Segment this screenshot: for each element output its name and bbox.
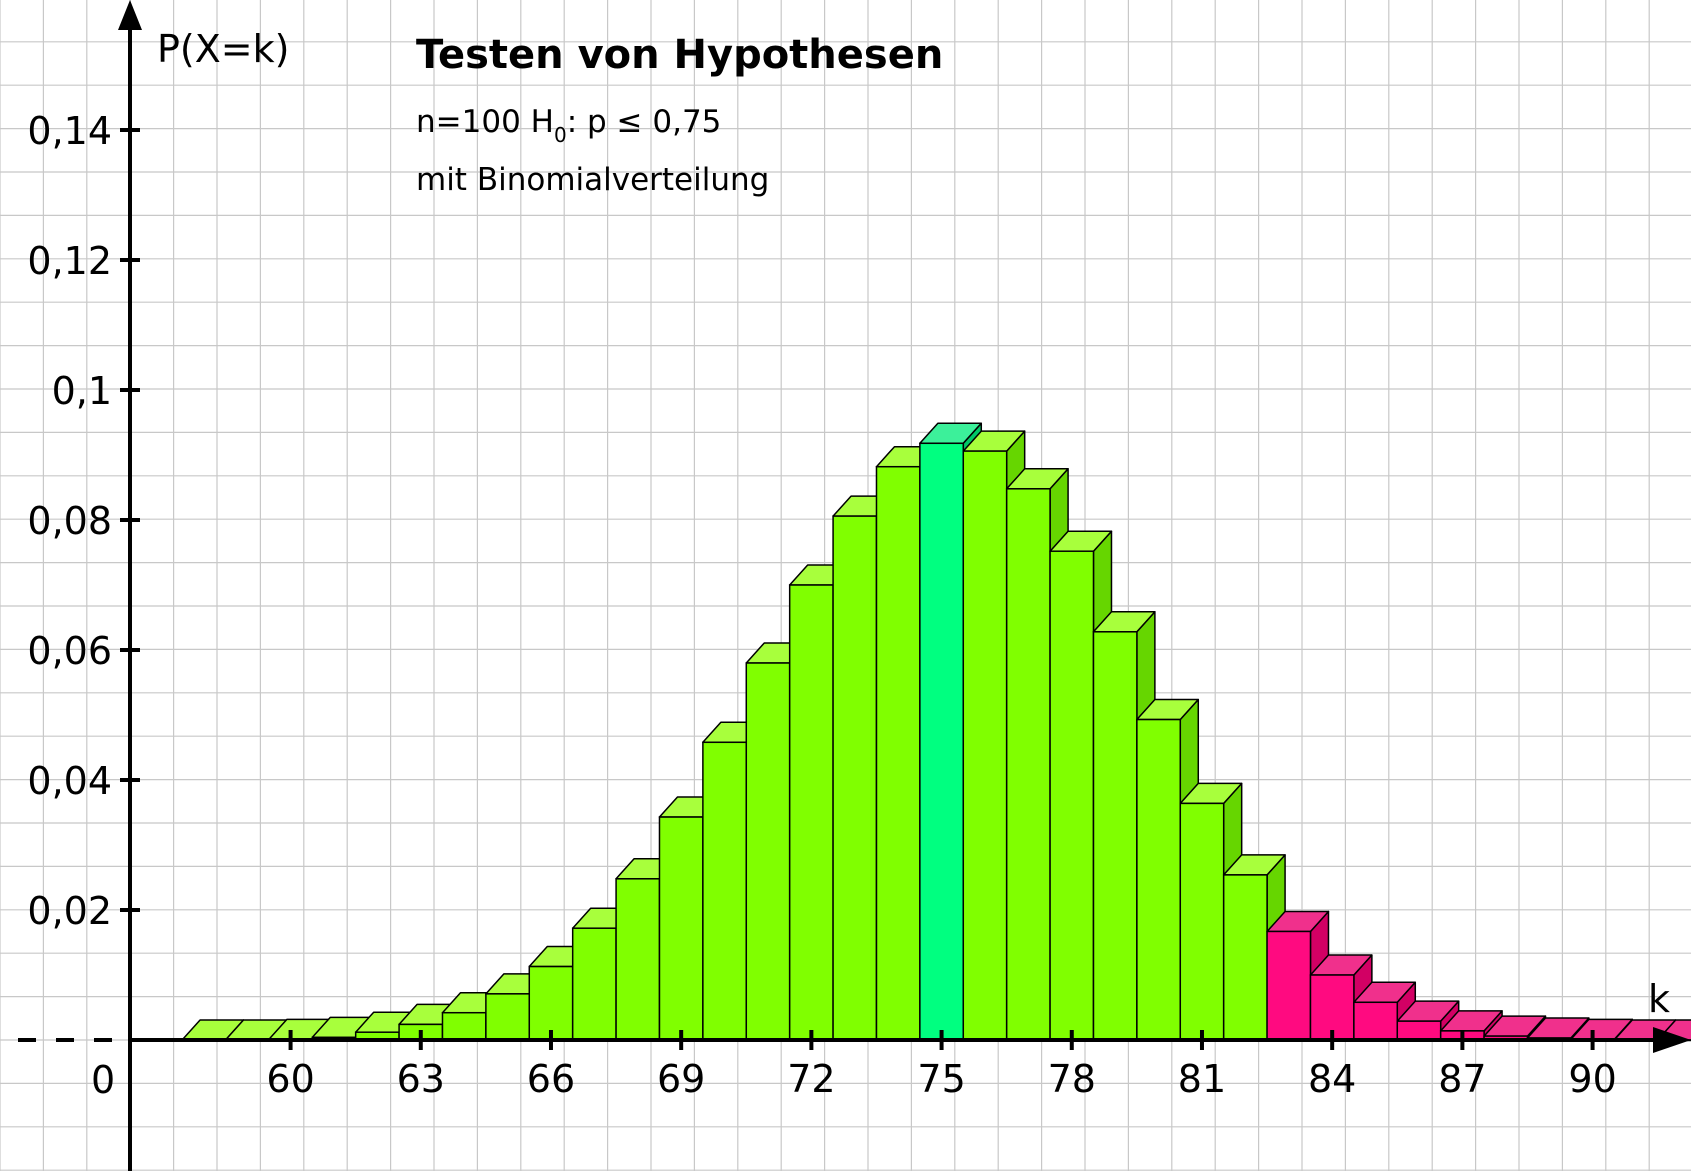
bar-front-face [1179, 802, 1225, 1041]
subtitle-rest: : p ≤ 0,75 [567, 104, 722, 140]
bar-front-face [919, 442, 965, 1041]
bar-front-face [441, 1011, 487, 1041]
bar-front-face [571, 927, 617, 1041]
x-tick-label: 66 [527, 1057, 575, 1101]
bar-front-face [1396, 1020, 1442, 1041]
x-tick-label: 90 [1568, 1057, 1616, 1101]
y-axis-label: P(X=k) [157, 27, 289, 71]
bar-front-face [962, 450, 1008, 1041]
x-tick-label: 87 [1438, 1057, 1486, 1101]
x-axis-arrow-icon [1653, 1027, 1691, 1053]
chart-title: Testen von Hypothesen [416, 32, 943, 78]
bar-front-face [1005, 488, 1051, 1041]
y-tick-label: 0,14 [27, 109, 112, 153]
y-tick-label: 0,04 [27, 759, 112, 803]
bar-front-face [832, 515, 878, 1041]
bar-front-face [1136, 718, 1182, 1041]
bar-front-face [702, 741, 748, 1041]
y-tick-label: 0,06 [27, 629, 112, 673]
bar-front-face [1353, 1001, 1399, 1041]
y-axis-arrow-icon [118, 0, 142, 30]
bar-front-face [1092, 631, 1138, 1041]
x-tick-label: 63 [397, 1057, 445, 1101]
x-axis-label: k [1648, 977, 1670, 1021]
x-tick-label: 81 [1178, 1057, 1226, 1101]
bar-front-face [745, 662, 791, 1041]
bar-front-face [875, 465, 921, 1041]
bar-front-face [615, 878, 661, 1041]
chart-subtitle-line2: mit Binomialverteilung [416, 162, 769, 198]
x-tick-label: 75 [917, 1057, 965, 1101]
y-tick-label: 0,02 [27, 889, 112, 933]
bars-group [181, 422, 1691, 1042]
subtitle-main: n=100 H [416, 104, 554, 140]
bar-front-face [788, 584, 834, 1041]
bar-front-face [1222, 874, 1268, 1041]
chart-subtitle: n=100 H0: p ≤ 0,75 [416, 104, 721, 147]
y-tick-label: 0,1 [52, 369, 112, 413]
origin-label: 0 [91, 1058, 115, 1102]
y-tick-label: 0,08 [27, 499, 112, 543]
bar-front-face [528, 965, 574, 1041]
x-tick-label: 60 [266, 1057, 314, 1101]
x-tick-label: 69 [657, 1057, 705, 1101]
x-tick-label: 72 [787, 1057, 835, 1101]
bar-front-face [1049, 550, 1095, 1041]
x-tick-label: 78 [1048, 1057, 1096, 1101]
x-tick-label: 84 [1308, 1057, 1356, 1101]
axes-group [18, 0, 1691, 1171]
bar-front-face [485, 993, 531, 1041]
y-tick-label: 0,12 [27, 239, 112, 283]
bar-front-face [658, 816, 704, 1041]
subtitle-subscript: 0 [554, 123, 567, 147]
bar-front-face [1266, 930, 1312, 1041]
bar-k-86 [1396, 1000, 1460, 1041]
ticks-group: 0,02 0,04 0,06 0,08 0,1 0,12 0,14 60 63 66 69 72 75 7… [27, 109, 1616, 1101]
